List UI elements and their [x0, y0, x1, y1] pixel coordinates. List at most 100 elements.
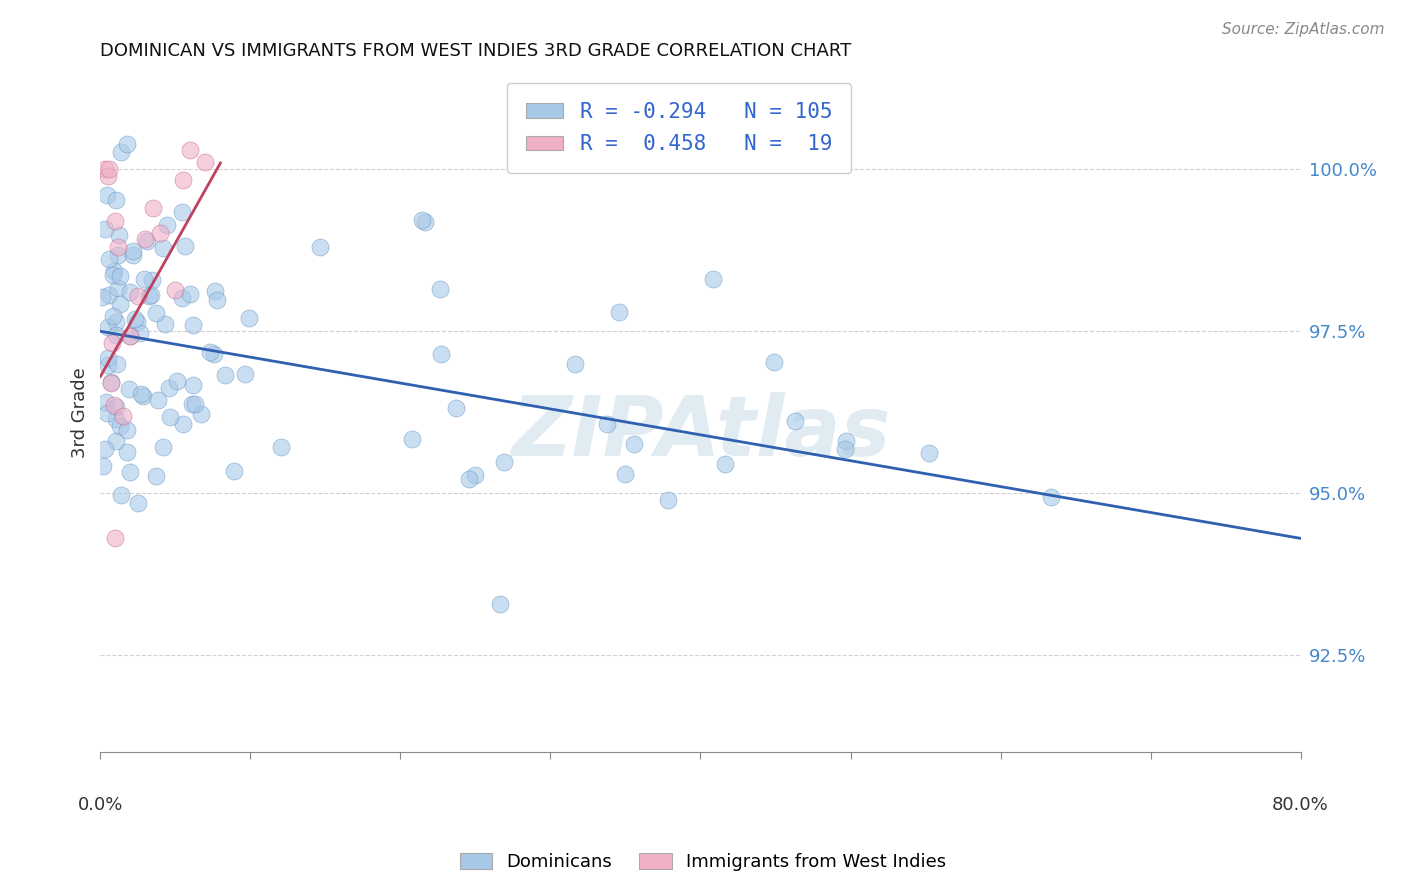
Point — [623, 437, 645, 451]
Point — [97, 320, 120, 334]
Point — [783, 414, 806, 428]
Point — [107, 240, 129, 254]
Point — [181, 318, 204, 332]
Legend: Dominicans, Immigrants from West Indies: Dominicans, Immigrants from West Indies — [453, 846, 953, 879]
Point — [122, 248, 145, 262]
Point — [714, 457, 737, 471]
Point — [202, 347, 225, 361]
Point — [159, 410, 181, 425]
Legend: R = -0.294   N = 105, R =  0.458   N =  19: R = -0.294 N = 105, R = 0.458 N = 19 — [506, 83, 851, 173]
Point — [170, 205, 193, 219]
Point — [607, 304, 630, 318]
Point — [118, 466, 141, 480]
Point — [166, 374, 188, 388]
Point — [108, 269, 131, 284]
Point — [97, 169, 120, 183]
Text: ZIPAtlas: ZIPAtlas — [510, 392, 890, 473]
Text: 0.0%: 0.0% — [77, 796, 124, 814]
Point — [204, 284, 226, 298]
Point — [444, 401, 467, 415]
Point — [152, 440, 174, 454]
Point — [110, 145, 132, 160]
Point — [492, 455, 515, 469]
Point — [91, 290, 114, 304]
Point — [172, 172, 194, 186]
Point — [111, 409, 134, 423]
Point — [214, 368, 236, 383]
Point — [120, 285, 142, 299]
Text: 80.0%: 80.0% — [1272, 796, 1329, 814]
Point — [136, 234, 159, 248]
Point — [183, 377, 205, 392]
Point — [429, 282, 451, 296]
Point — [596, 417, 619, 431]
Point — [614, 467, 637, 482]
Point — [101, 268, 124, 282]
Point — [489, 598, 512, 612]
Point — [145, 306, 167, 320]
Point — [98, 162, 121, 177]
Point — [94, 162, 117, 177]
Point — [107, 248, 129, 262]
Point — [430, 347, 453, 361]
Point — [233, 367, 256, 381]
Point — [93, 222, 115, 236]
Point — [1039, 491, 1062, 505]
Point — [152, 240, 174, 254]
Point — [100, 376, 122, 390]
Point — [309, 240, 332, 254]
Point — [134, 232, 156, 246]
Point — [101, 336, 124, 351]
Point — [222, 464, 245, 478]
Point — [141, 273, 163, 287]
Point — [157, 381, 180, 395]
Point — [101, 309, 124, 323]
Point — [104, 400, 127, 414]
Point — [155, 318, 177, 332]
Point — [124, 311, 146, 326]
Point — [156, 218, 179, 232]
Point — [127, 288, 149, 302]
Point — [149, 227, 172, 241]
Point — [127, 315, 149, 329]
Point — [190, 407, 212, 421]
Point — [100, 376, 122, 390]
Point — [238, 311, 260, 326]
Point — [763, 355, 786, 369]
Point — [132, 389, 155, 403]
Point — [564, 358, 586, 372]
Point — [198, 344, 221, 359]
Point — [657, 493, 679, 508]
Point — [702, 272, 724, 286]
Point — [115, 136, 138, 151]
Point — [139, 288, 162, 302]
Point — [104, 532, 127, 546]
Point — [108, 419, 131, 434]
Point — [120, 329, 142, 343]
Point — [179, 143, 201, 157]
Point — [129, 326, 152, 340]
Point — [97, 351, 120, 365]
Point — [103, 264, 125, 278]
Point — [93, 442, 115, 456]
Point — [457, 472, 479, 486]
Point — [120, 328, 142, 343]
Point — [108, 297, 131, 311]
Point — [179, 287, 201, 301]
Point — [96, 395, 118, 409]
Point — [115, 445, 138, 459]
Point — [142, 201, 165, 215]
Point — [172, 417, 194, 431]
Point — [118, 383, 141, 397]
Point — [121, 244, 143, 258]
Point — [401, 432, 423, 446]
Point — [103, 398, 125, 412]
Point — [105, 327, 128, 342]
Point — [180, 396, 202, 410]
Point — [464, 467, 486, 482]
Point — [107, 281, 129, 295]
Point — [411, 213, 433, 227]
Point — [98, 252, 121, 267]
Point — [835, 434, 858, 449]
Point — [174, 239, 197, 253]
